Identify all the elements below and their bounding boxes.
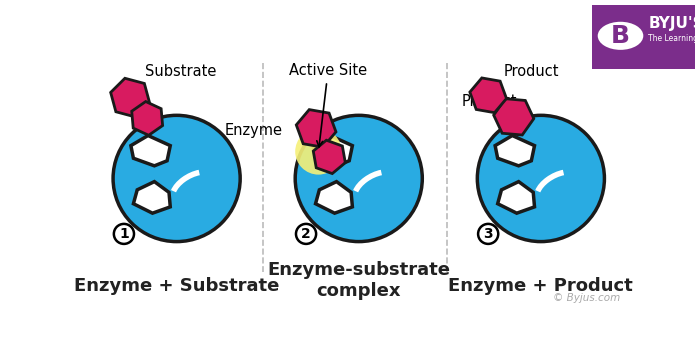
FancyBboxPatch shape bbox=[589, 4, 697, 70]
Text: © Byjus.com: © Byjus.com bbox=[554, 293, 621, 303]
Polygon shape bbox=[494, 99, 534, 135]
Polygon shape bbox=[131, 136, 170, 166]
Polygon shape bbox=[498, 181, 535, 213]
Text: The Learning App: The Learning App bbox=[648, 34, 700, 43]
Text: Enzyme + Substrate: Enzyme + Substrate bbox=[74, 277, 279, 295]
Circle shape bbox=[295, 128, 342, 175]
Circle shape bbox=[113, 115, 240, 242]
Text: Product: Product bbox=[462, 94, 517, 109]
Text: Substrate: Substrate bbox=[145, 65, 216, 79]
Text: 2: 2 bbox=[301, 227, 311, 241]
Text: Product: Product bbox=[504, 65, 559, 79]
Text: 3: 3 bbox=[484, 227, 493, 241]
Text: Enzyme: Enzyme bbox=[225, 123, 283, 138]
Circle shape bbox=[296, 224, 316, 244]
Text: Enzyme-substrate
complex: Enzyme-substrate complex bbox=[267, 262, 450, 300]
Polygon shape bbox=[296, 110, 336, 147]
Polygon shape bbox=[470, 78, 507, 113]
Circle shape bbox=[478, 224, 498, 244]
Polygon shape bbox=[132, 101, 162, 135]
Text: 1: 1 bbox=[119, 227, 129, 241]
Circle shape bbox=[295, 115, 422, 242]
Polygon shape bbox=[316, 181, 352, 213]
Circle shape bbox=[114, 224, 134, 244]
Text: B: B bbox=[611, 24, 630, 48]
Polygon shape bbox=[111, 78, 150, 117]
Polygon shape bbox=[314, 140, 345, 174]
Circle shape bbox=[477, 115, 604, 242]
Polygon shape bbox=[134, 181, 170, 213]
Circle shape bbox=[598, 22, 643, 50]
Text: Enzyme + Product: Enzyme + Product bbox=[449, 277, 634, 295]
Polygon shape bbox=[495, 136, 535, 166]
Text: Active Site: Active Site bbox=[289, 63, 367, 147]
Polygon shape bbox=[313, 136, 352, 166]
Text: BYJU'S: BYJU'S bbox=[648, 16, 700, 31]
